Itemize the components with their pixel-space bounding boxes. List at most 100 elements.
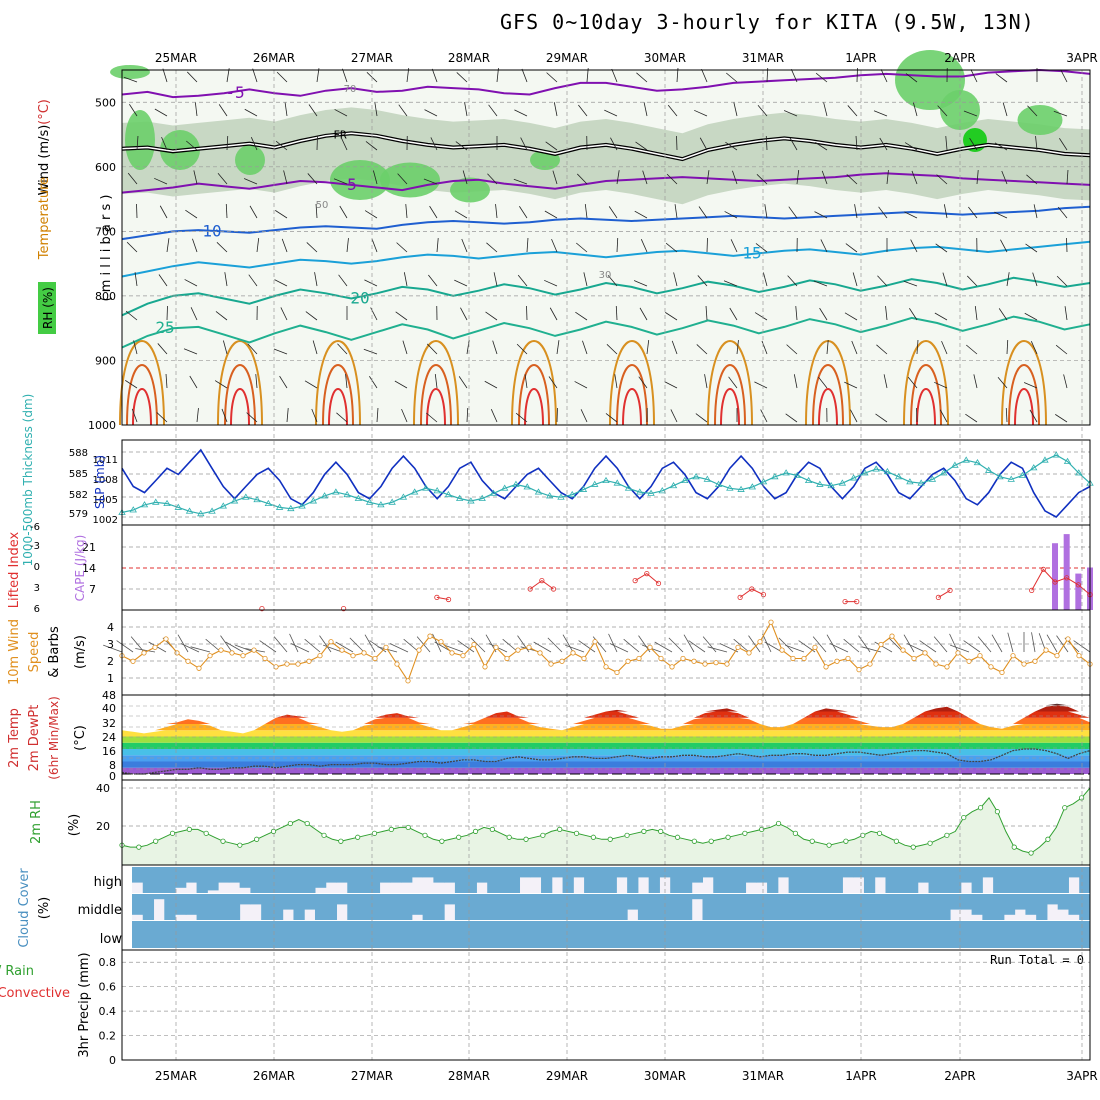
lifted-marker — [760, 591, 767, 598]
upper-wind-barb — [276, 71, 288, 83]
rh-contour-label: 50 — [316, 200, 329, 211]
upper-wind-barb — [516, 343, 528, 355]
cloud-cell — [164, 894, 176, 920]
rh-unit: (%) — [67, 814, 82, 837]
upper-wind-barb — [485, 311, 498, 321]
cloud-cell — [325, 894, 338, 920]
rh-high-patch — [450, 177, 490, 203]
temp-band — [122, 730, 1090, 737]
thickness-marker — [681, 476, 689, 484]
cloud-cell — [562, 894, 574, 920]
wind-speed-marker — [845, 655, 851, 662]
cloud-cell — [444, 867, 456, 883]
cloud-cell — [950, 867, 962, 893]
cloud-cell — [648, 894, 660, 920]
upper-wind-barb — [434, 374, 438, 389]
upper-wind-barb — [755, 243, 768, 253]
rh-marker — [843, 838, 849, 844]
cloud-cell — [497, 921, 510, 948]
thickness-marker — [692, 473, 700, 480]
wind-speed-marker — [471, 641, 477, 648]
cloud-cell — [982, 867, 994, 878]
upper-wind-barb — [575, 311, 588, 321]
rh-marker — [775, 820, 782, 827]
isotherm-10 — [121, 205, 1091, 241]
wind-speed-marker — [977, 653, 983, 659]
surface-temp-contour — [707, 340, 753, 426]
cloud-cell — [454, 894, 467, 920]
upper-wind-barb — [786, 344, 798, 355]
cloud-cell — [637, 867, 650, 878]
upper-wind-barb — [885, 306, 888, 321]
date-label-top: 3APR — [1066, 51, 1097, 65]
upper-wind-barb — [346, 238, 349, 253]
wind-barb — [1046, 634, 1058, 653]
upper-wind-barb — [886, 170, 889, 185]
upper-wind-barb — [314, 272, 318, 287]
isotherm-label: 20 — [350, 288, 369, 307]
upper-wind-barb — [765, 135, 768, 151]
cloud-cell — [616, 894, 628, 920]
thickness-marker — [703, 475, 712, 482]
wind-tick: 3 — [107, 638, 114, 651]
wind-speed-marker — [416, 647, 422, 653]
wind-speed-marker — [548, 661, 554, 667]
upper-wind-barb — [193, 170, 198, 185]
cloud-cell — [368, 894, 381, 920]
temp-band — [122, 711, 1090, 718]
thickness-marker — [906, 478, 914, 485]
cloud-cell — [336, 867, 348, 883]
upper-wind-barb — [515, 412, 528, 423]
wind-speed-marker — [493, 644, 499, 650]
wind-speed-marker — [757, 639, 763, 645]
chart-title: GFS 0~10day 3-hourly for KITA (9.5W, 13N… — [500, 10, 1035, 34]
wind-speed-marker — [900, 647, 906, 653]
upper-wind-barb — [819, 307, 828, 321]
upper-wind-barb — [250, 137, 258, 151]
slp-tick: 1011 — [93, 455, 118, 466]
cloud-cell — [433, 921, 445, 948]
upper-wind-barb — [879, 137, 888, 151]
upper-wind-barb — [333, 178, 348, 185]
upper-wind-barb — [1055, 344, 1068, 355]
temp-band — [122, 742, 1090, 749]
upper-wind-barb — [785, 413, 798, 423]
cloud-cell — [788, 921, 800, 948]
thickness-marker — [1007, 475, 1015, 482]
cloud-cell — [1046, 894, 1059, 905]
wind-speed-marker — [328, 639, 334, 645]
upper-wind-barb — [876, 344, 888, 355]
upper-wind-barb — [638, 376, 648, 389]
upper-wind-barb — [521, 68, 528, 83]
cloud-cell — [605, 867, 617, 893]
wind-barb — [547, 637, 563, 653]
upper-ytick: 900 — [95, 354, 116, 367]
upper-wind-barb — [699, 137, 708, 151]
upper-wind-barb — [283, 170, 288, 185]
cloud-cell — [519, 894, 531, 920]
cloud-cell — [132, 894, 144, 915]
thickness-marker — [444, 490, 453, 498]
wind-barb — [919, 640, 937, 653]
cloud-cell — [1003, 921, 1016, 948]
temp-unit: (°C) — [73, 725, 88, 751]
cloud-cell — [271, 867, 284, 893]
upper-wind-barb — [244, 108, 258, 117]
upper-wind-barb — [815, 72, 828, 83]
upper-wind-barb — [194, 102, 198, 117]
surface-temp-contour — [518, 364, 550, 426]
upper-wind-barb — [1025, 243, 1038, 253]
thickness-marker — [309, 497, 318, 504]
rh-high-patch — [1017, 105, 1063, 135]
wind10m-label: 10m Wind — [7, 619, 22, 685]
upper-wind-barb — [733, 102, 738, 117]
upper-wind-barb — [790, 69, 798, 83]
date-label-bottom: 29MAR — [546, 1069, 588, 1083]
upper-wind-barb — [704, 374, 708, 389]
upper-wind-barb — [942, 272, 948, 287]
cloud-cell — [271, 894, 284, 920]
rh-marker — [439, 838, 445, 844]
isotherm-15 — [121, 240, 1091, 278]
upper-wind-barb — [247, 343, 258, 355]
cloud-cell — [164, 921, 176, 948]
